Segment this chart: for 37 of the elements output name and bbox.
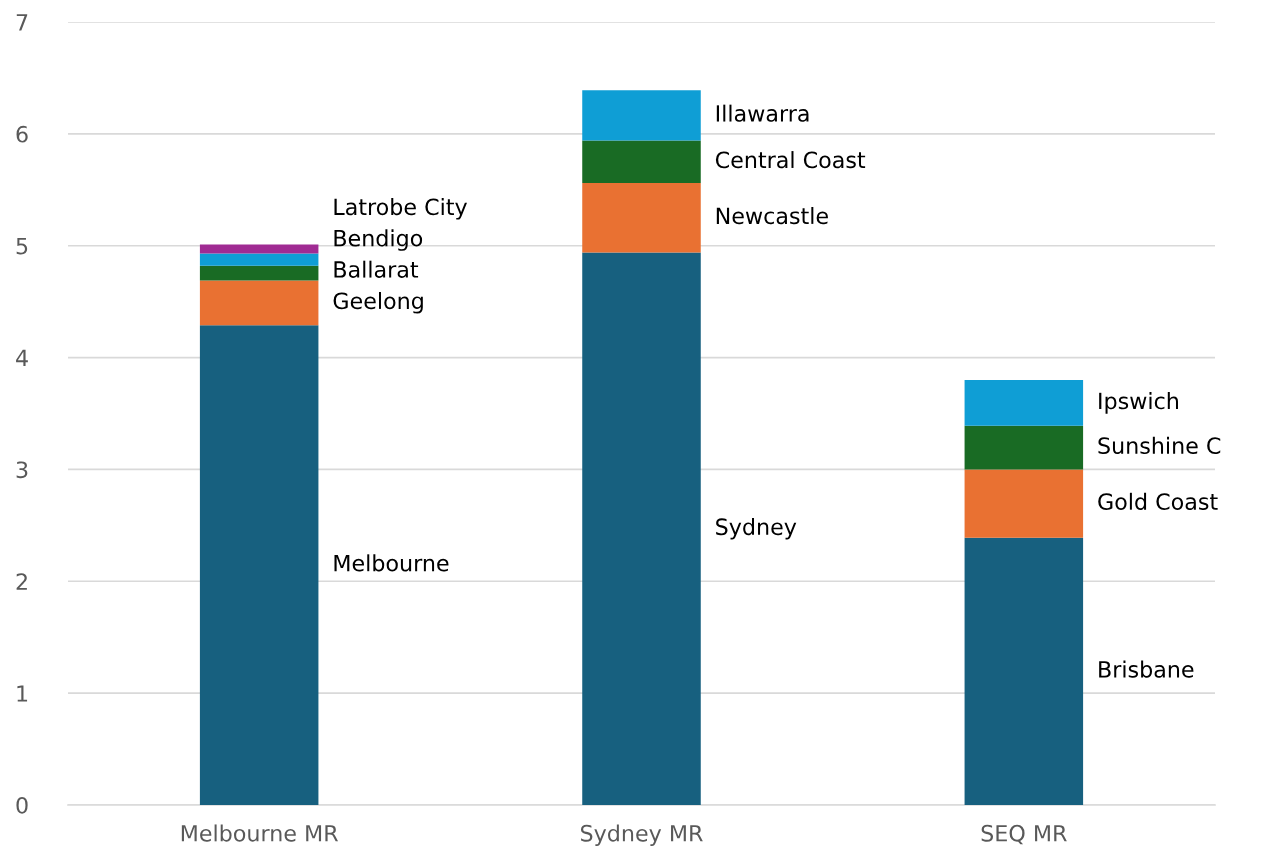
bar	[964, 469, 1084, 538]
bar	[964, 379, 1084, 426]
annotation: Newcastle	[716, 207, 828, 225]
bar	[964, 425, 1084, 470]
annotation: Brisbane	[1099, 660, 1194, 678]
annotation: Bendigo	[334, 229, 423, 251]
annotation: Central Coast	[715, 151, 866, 169]
bar	[582, 183, 701, 253]
bar	[582, 140, 701, 184]
bar	[582, 252, 701, 805]
bar	[199, 265, 319, 281]
y-tick-label: 0	[16, 796, 28, 814]
bar	[199, 280, 319, 326]
annotation: Ipswich	[1099, 392, 1178, 414]
y-tick-label: 7	[16, 14, 28, 31]
bar	[964, 537, 1084, 805]
annotation: Geelong	[333, 292, 423, 314]
bar	[199, 325, 319, 805]
annotation: Gold Coast	[1098, 492, 1218, 510]
x-tick-label: Melbourne MR	[181, 824, 339, 842]
annotation: Illawarra	[716, 104, 809, 122]
y-tick-label: 3	[16, 461, 28, 479]
annotation: Melbourne	[334, 554, 449, 572]
y-tick-label: 2	[16, 573, 27, 590]
y-tick-label: 1	[17, 685, 28, 702]
bar	[582, 90, 701, 141]
annotation: Sunshine C	[1098, 436, 1221, 455]
y-tick-label: 5	[16, 237, 28, 255]
x-tick-label: SEQ MR	[981, 824, 1067, 845]
bar	[199, 244, 319, 254]
annotation: Ballarat	[334, 260, 419, 278]
y-tick-label: 6	[16, 125, 28, 143]
bar	[199, 253, 319, 266]
x-tick-label: Sydney MR	[580, 824, 703, 846]
annotation: Latrobe City	[334, 198, 467, 220]
y-tick-label: 4	[16, 349, 28, 367]
annotation: Sydney	[716, 517, 797, 540]
